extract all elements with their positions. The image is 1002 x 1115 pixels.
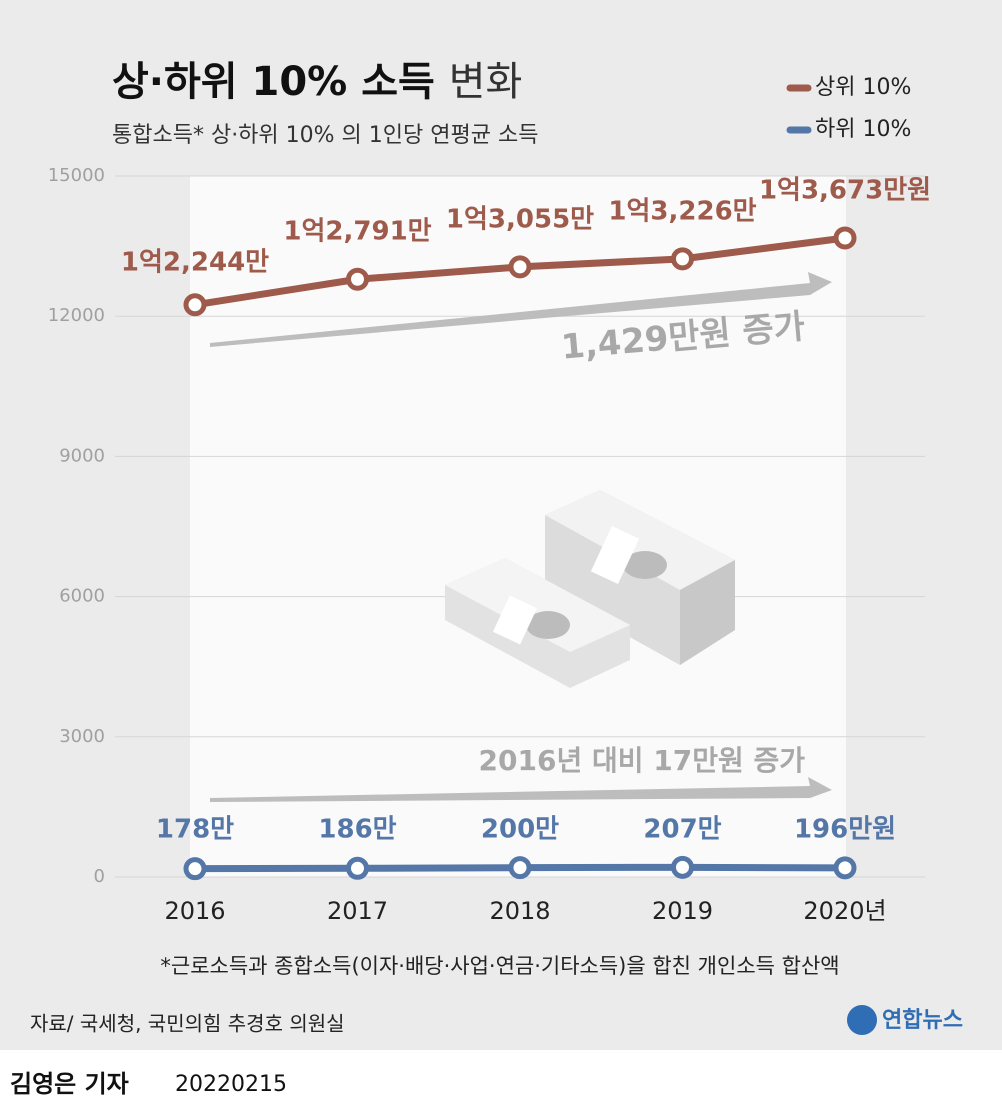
- value-label: 178만: [156, 815, 234, 845]
- x-tick-label: 2017: [327, 897, 388, 925]
- point: [508, 856, 532, 880]
- value-label: 1억2,244만: [121, 247, 269, 277]
- y-tick-label: 0: [94, 866, 105, 887]
- value-label: 186만: [318, 815, 396, 845]
- footnote: *근로소득과 종합소득(이자·배당·사업·연금·기타소득)을 합친 개인소득 합…: [160, 954, 839, 978]
- chart-title: 상·하위 10% 소득 변화: [112, 59, 522, 105]
- y-tick-label: 12000: [48, 305, 105, 326]
- chart-subtitle: 통합소득* 상·하위 10% 의 1인당 연평균 소득: [112, 123, 538, 148]
- source: 자료/ 국세청, 국민의힘 추경호 의원실: [30, 1012, 345, 1036]
- y-tick-label: 9000: [59, 445, 105, 466]
- point: [671, 855, 694, 879]
- money-illustration: [445, 490, 735, 688]
- value-label: 1억3,673만원: [759, 176, 931, 206]
- value-label: 1억2,791만: [283, 217, 431, 247]
- point: [346, 267, 369, 291]
- x-tick-label: 2019: [652, 897, 713, 925]
- y-tick-label: 15000: [48, 165, 105, 186]
- point: [508, 255, 532, 279]
- x-tick-label: 2020년: [803, 897, 886, 925]
- annotation-arrow: [210, 272, 832, 347]
- annotation: 2016년 대비 17만원 증가: [479, 744, 806, 777]
- annotation-arrow: [210, 777, 832, 802]
- value-label: 1억3,055만: [446, 204, 594, 234]
- point: [833, 226, 857, 250]
- legend-label: 상위 10%: [815, 75, 911, 100]
- point: [183, 293, 207, 317]
- x-tick-label: 2016: [164, 897, 225, 925]
- value-label: 196만원: [794, 815, 896, 845]
- value-label: 207만: [643, 815, 721, 845]
- point: [671, 247, 694, 271]
- logo-icon: [847, 1005, 877, 1035]
- value-label: 1억3,226만: [608, 196, 756, 226]
- x-tick-label: 2018: [489, 897, 550, 925]
- logo: 연합뉴스: [882, 1007, 963, 1033]
- point: [833, 856, 857, 880]
- date: 20220215: [175, 1072, 287, 1097]
- byline: 김영은 기자: [10, 1070, 129, 1098]
- point: [183, 857, 207, 881]
- y-tick-label: 6000: [59, 586, 105, 607]
- legend-label: 하위 10%: [815, 117, 911, 142]
- point: [346, 856, 369, 880]
- value-label: 200만: [481, 815, 559, 845]
- y-tick-label: 3000: [59, 726, 105, 747]
